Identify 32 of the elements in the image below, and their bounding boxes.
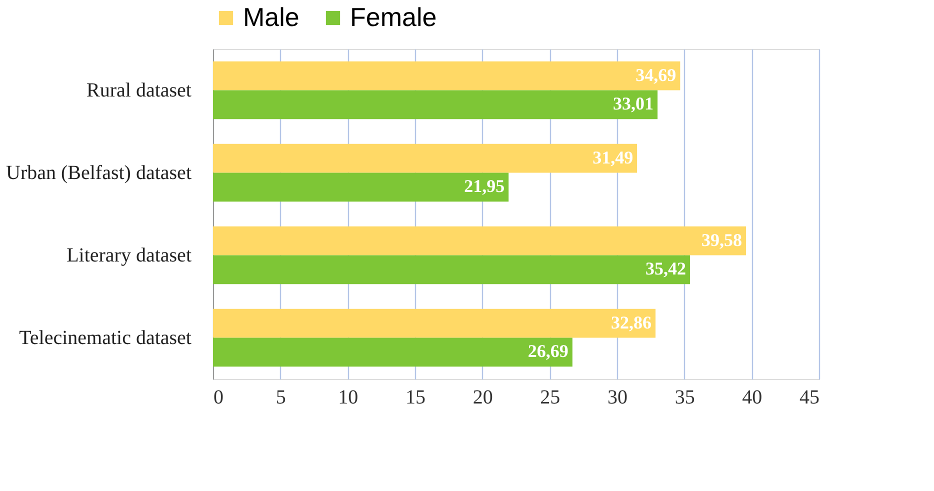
y-tick-label: Rural dataset <box>86 79 192 102</box>
x-tick-label: 0 <box>214 386 224 408</box>
x-tick-label: 15 <box>406 386 426 408</box>
x-tick-label: 35 <box>674 386 695 408</box>
x-tick-label: 30 <box>608 386 628 408</box>
legend-label: Female <box>350 2 437 32</box>
x-tick-label: 40 <box>742 386 762 408</box>
bar <box>213 144 638 173</box>
bar <box>213 90 658 120</box>
y-tick-label: Telecinematic dataset <box>19 326 192 349</box>
data-label: 39,58 <box>702 230 742 250</box>
data-label: 21,95 <box>464 176 505 196</box>
bar <box>213 172 509 202</box>
data-label: 34,69 <box>636 64 676 85</box>
x-tick-label: 20 <box>472 386 493 408</box>
bar <box>213 226 746 256</box>
bar <box>213 255 690 284</box>
x-tick-label: 45 <box>800 386 820 408</box>
legend-label: Male <box>243 2 300 32</box>
data-label: 26,69 <box>528 341 568 362</box>
bar <box>213 308 656 338</box>
data-label: 35,42 <box>645 258 686 279</box>
bar <box>213 338 572 367</box>
data-label: 31,49 <box>592 147 634 168</box>
bar <box>213 61 680 90</box>
y-tick-label: Urban (Belfast) dataset <box>6 162 192 184</box>
y-tick-label: Literary dataset <box>66 244 192 266</box>
x-tick-label: 10 <box>338 386 358 408</box>
data-label: 32,86 <box>611 312 652 332</box>
data-label: 33,01 <box>613 94 654 114</box>
x-tick-label: 5 <box>276 386 286 408</box>
x-tick-label: 25 <box>540 386 560 408</box>
